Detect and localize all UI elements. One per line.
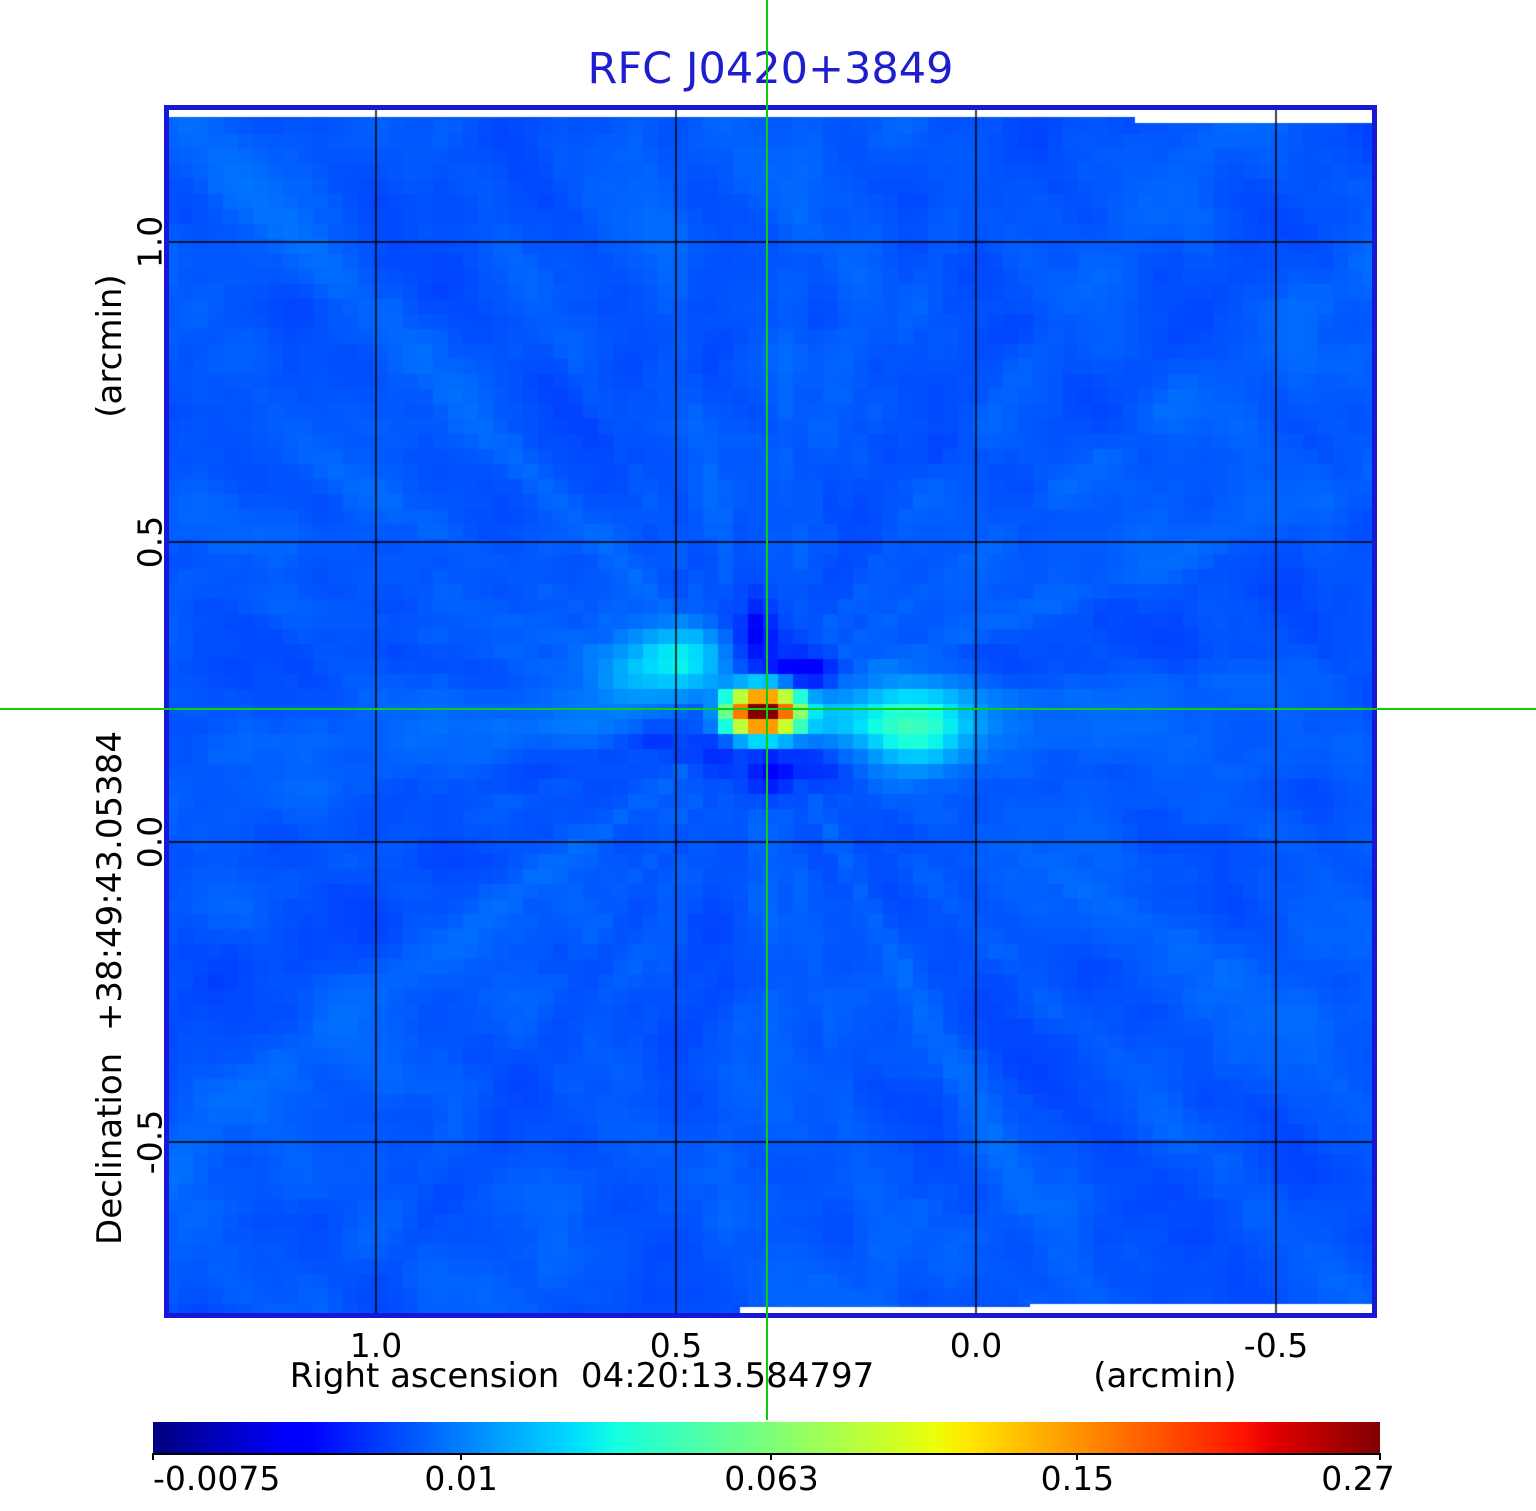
x-tick-label--0.5: -0.5 <box>1243 1326 1309 1365</box>
colorbar-gradient-canvas <box>153 1422 1380 1453</box>
y-tick-label-0.5: 0.5 <box>130 515 170 569</box>
colorbar-label-0.01: 0.01 <box>424 1459 498 1498</box>
colorbar-tick-0.27 <box>1379 1453 1381 1460</box>
crosshair-horizontal-line <box>0 707 1536 710</box>
sky-map-plot <box>164 105 1377 1318</box>
colorbar-label-0.063: 0.063 <box>724 1459 819 1498</box>
x-axis-unit-label: (arcmin) <box>1093 1356 1237 1396</box>
colorbar-tick-0.063 <box>770 1453 773 1460</box>
colorbar-label--0.0075: -0.0075 <box>153 1459 281 1498</box>
y-axis-unit-label: (arcmin) <box>90 274 130 418</box>
sky-map-canvas <box>169 110 1372 1313</box>
x-tick-label-0.0: 0.0 <box>949 1326 1003 1365</box>
colorbar-label-0.27: 0.27 <box>1321 1459 1395 1498</box>
figure-title: RFC J0420+3849 <box>587 44 954 94</box>
colorbar <box>153 1422 1380 1455</box>
crosshair-vertical-line <box>766 0 769 1420</box>
x-tick-label-1.0: 1.0 <box>349 1326 403 1365</box>
y-axis-title: Declination +38:49:43.05384 <box>90 731 130 1245</box>
colorbar-tick--0.0075 <box>152 1453 154 1460</box>
x-tick-label-0.5: 0.5 <box>649 1326 703 1365</box>
y-tick-label-0.0: 0.0 <box>130 815 170 869</box>
colorbar-label-0.15: 0.15 <box>1040 1459 1115 1498</box>
y-tick-label-1.0: 1.0 <box>130 215 170 269</box>
y-tick-label--0.5: -0.5 <box>130 1109 170 1175</box>
x-axis-title: Right ascension 04:20:13.584797 <box>289 1356 875 1396</box>
colorbar-tick-0.15 <box>1076 1453 1079 1460</box>
colorbar-tick-0.01 <box>460 1453 463 1460</box>
